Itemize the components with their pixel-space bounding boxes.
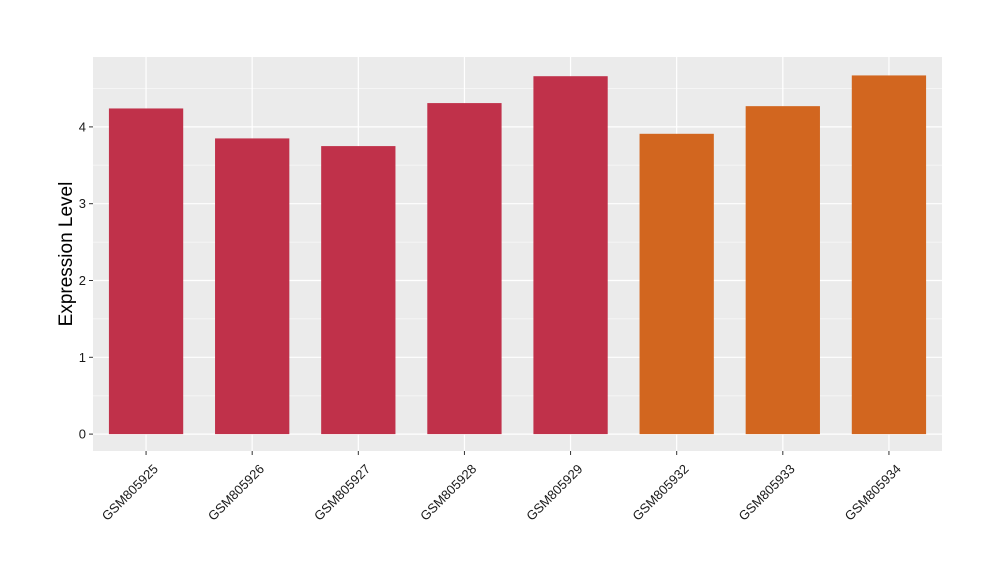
x-tick-label: GSM805929	[523, 461, 585, 523]
y-tick-label: 4	[79, 119, 86, 134]
bar	[639, 133, 714, 435]
bar	[745, 106, 820, 435]
bar	[321, 146, 396, 435]
bar	[533, 76, 608, 435]
bars	[108, 75, 927, 435]
x-tick-label: GSM805928	[417, 461, 479, 523]
x-tick-label: GSM805925	[99, 461, 161, 523]
x-tick-label: GSM805934	[842, 461, 904, 523]
y-tick-label: 1	[79, 350, 86, 365]
bar	[427, 103, 502, 435]
x-tick-label: GSM805933	[735, 461, 797, 523]
x-tick-label: GSM805932	[629, 461, 691, 523]
x-tick-label: GSM805927	[311, 461, 373, 523]
bar	[108, 108, 184, 435]
y-axis-title: Expression Level	[56, 182, 77, 327]
bar	[215, 138, 290, 435]
y-tick-label: 0	[79, 427, 86, 442]
y-tick-label: 2	[79, 273, 86, 288]
bar	[851, 75, 927, 435]
x-tick-label: GSM805926	[205, 461, 267, 523]
y-tick-label: 3	[79, 196, 86, 211]
